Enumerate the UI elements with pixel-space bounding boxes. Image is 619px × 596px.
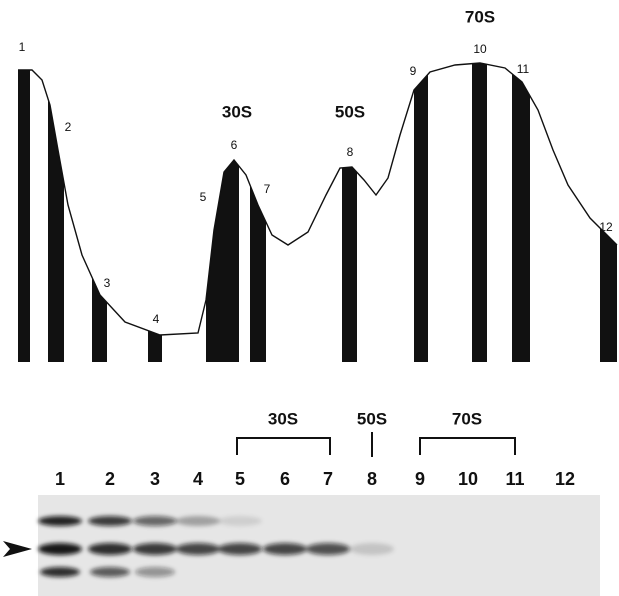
lane-label: 6 xyxy=(280,469,290,489)
lane-label: 3 xyxy=(150,469,160,489)
peak-label: 30S xyxy=(222,102,252,121)
fraction-bar xyxy=(92,40,107,362)
lane-label: 7 xyxy=(323,469,333,489)
peak-label: 50S xyxy=(335,102,365,121)
blot-peak-label: 70S xyxy=(452,409,482,428)
band xyxy=(306,543,350,555)
band xyxy=(38,516,82,526)
fraction-label: 1 xyxy=(19,40,26,54)
band xyxy=(133,543,177,555)
fraction-label: 7 xyxy=(264,182,271,196)
lane-label: 10 xyxy=(458,469,478,489)
fraction-bar xyxy=(48,40,64,362)
lane-label: 1 xyxy=(55,469,65,489)
fraction-label: 6 xyxy=(231,138,238,152)
bracket-70s xyxy=(420,438,515,455)
band xyxy=(350,543,394,555)
bracket-30s xyxy=(237,438,330,455)
band xyxy=(88,543,132,555)
figure: 12345678910111230S50S70S30S50S70S1234567… xyxy=(0,0,619,596)
band xyxy=(263,543,307,555)
fraction-label: 2 xyxy=(65,120,72,134)
fraction-label: 8 xyxy=(347,145,354,159)
blot-peak-label: 30S xyxy=(268,409,298,428)
lane-label: 4 xyxy=(193,469,203,489)
band xyxy=(90,567,130,577)
lane-label: 9 xyxy=(415,469,425,489)
fraction-bar xyxy=(512,40,530,362)
fraction-label: 10 xyxy=(473,42,487,56)
fraction-label: 11 xyxy=(517,62,530,76)
band xyxy=(176,516,220,526)
lane-label: 11 xyxy=(505,469,524,489)
band xyxy=(38,543,82,555)
fraction-bar xyxy=(250,40,266,362)
lane-label: 12 xyxy=(555,469,575,489)
band xyxy=(176,543,220,555)
band xyxy=(218,543,262,555)
lane-label: 2 xyxy=(105,469,115,489)
fraction-bar xyxy=(222,40,239,362)
band xyxy=(133,516,177,526)
fraction-label: 4 xyxy=(153,312,160,326)
lane-label: 8 xyxy=(367,469,377,489)
fraction-bar xyxy=(18,40,30,362)
band xyxy=(135,567,175,577)
band xyxy=(88,516,132,526)
fraction-label: 3 xyxy=(104,276,111,290)
lane-label: 5 xyxy=(235,469,245,489)
band xyxy=(218,516,262,526)
blot-peak-label: 50S xyxy=(357,409,387,428)
fraction-label: 5 xyxy=(200,190,207,204)
fraction-label: 12 xyxy=(599,220,613,234)
fraction-bar xyxy=(342,40,357,362)
peak-label: 70S xyxy=(465,7,495,26)
fraction-bars xyxy=(18,40,617,362)
arrowhead xyxy=(3,541,32,557)
brackets xyxy=(237,432,515,457)
band xyxy=(40,567,80,577)
fraction-label: 9 xyxy=(410,64,417,78)
fraction-bar xyxy=(472,40,487,362)
fraction-bar xyxy=(600,40,617,362)
